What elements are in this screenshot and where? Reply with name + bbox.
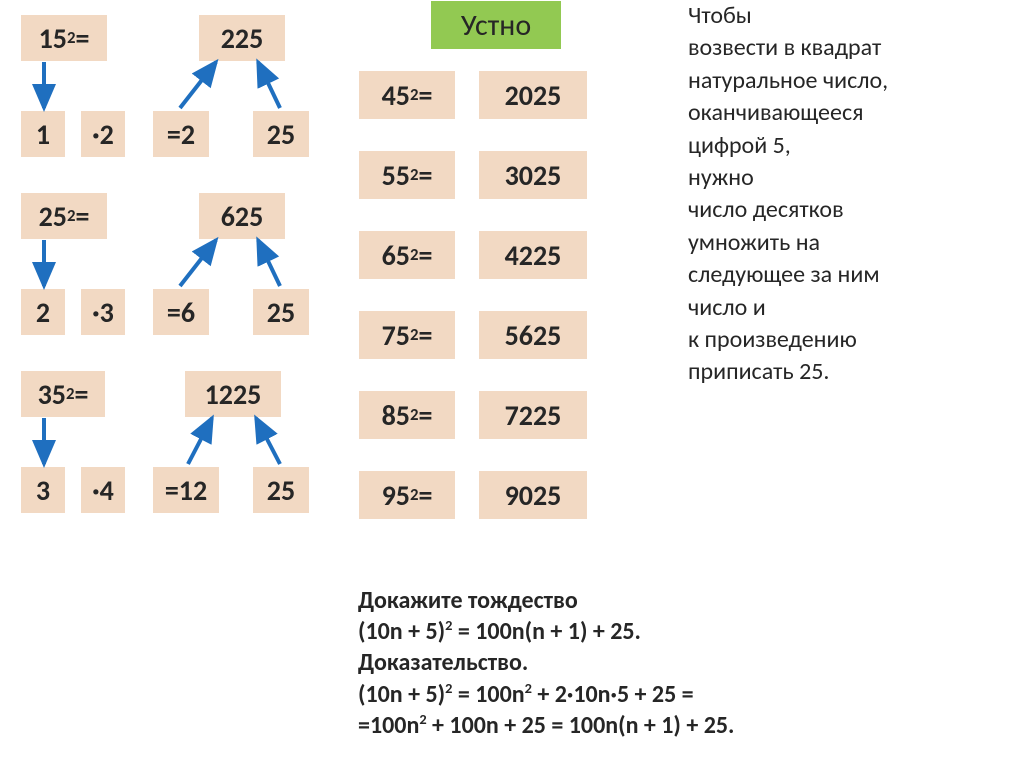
rule-hint-text: Чтобывозвести в квадратнатуральное число… — [688, 0, 1018, 389]
example-1-bot-3: 25 — [252, 288, 310, 336]
sq-a-3: 5625 — [478, 310, 588, 360]
proof-text: Докажите тождество(10n + 5)2 = 100n(n + … — [358, 585, 958, 741]
hint-line: цифрой 5, — [688, 130, 1018, 162]
proof-line: (10n + 5)2 = 100n2 + 2·10n·5 + 25 = — [358, 679, 958, 710]
example-1-bot-1: ·3 — [80, 288, 126, 336]
hint-line: Чтобы — [688, 0, 1018, 32]
hint-line: возвести в квадрат — [688, 32, 1018, 64]
arrow-1 — [180, 62, 216, 108]
example-0-bot-3: 25 — [252, 110, 310, 158]
sq-a-5: 9025 — [478, 470, 588, 520]
example-2-bot-3: 25 — [252, 466, 310, 514]
title-oral: Устно — [430, 0, 562, 50]
sq-a-4: 7225 — [478, 390, 588, 440]
example-1-top-0: 252= — [20, 192, 108, 240]
sq-q-3: 752= — [358, 310, 456, 360]
hint-line: к произведению — [688, 324, 1018, 356]
example-1-bot-0: 2 — [20, 288, 66, 336]
example-0-bot-2: =2 — [152, 110, 210, 158]
arrow-7 — [188, 418, 212, 464]
proof-line: (10n + 5)2 = 100n(n + 1) + 25. — [358, 616, 958, 647]
arrow-5 — [258, 240, 280, 286]
example-0-top-1: 225 — [198, 14, 286, 62]
hint-line: число и — [688, 292, 1018, 324]
sq-q-5: 952= — [358, 470, 456, 520]
hint-line: умножить на — [688, 227, 1018, 259]
hint-line: число десятков — [688, 194, 1018, 226]
example-2-top-1: 1225 — [184, 370, 282, 418]
example-1-top-1: 625 — [198, 192, 286, 240]
hint-line: приписать 25. — [688, 356, 1018, 388]
example-1-bot-2: =6 — [152, 288, 210, 336]
example-0-bot-0: 1 — [20, 110, 66, 158]
sq-a-0: 2025 — [478, 70, 588, 120]
example-2-bot-1: ·4 — [80, 466, 126, 514]
sq-q-1: 552= — [358, 150, 456, 200]
hint-line: следующее за ним — [688, 259, 1018, 291]
proof-line: Докажите тождество — [358, 585, 958, 616]
arrow-8 — [256, 418, 280, 464]
example-2-top-0: 352= — [20, 370, 106, 418]
sq-a-2: 4225 — [478, 230, 588, 280]
example-2-bot-0: 3 — [20, 466, 66, 514]
hint-line: нужно — [688, 162, 1018, 194]
sq-a-1: 3025 — [478, 150, 588, 200]
example-0-top-0: 152= — [20, 14, 108, 62]
arrow-4 — [180, 240, 216, 286]
example-0-bot-1: ·2 — [80, 110, 126, 158]
sq-q-2: 652= — [358, 230, 456, 280]
proof-line: Доказательство. — [358, 647, 958, 678]
arrow-2 — [258, 62, 280, 108]
hint-line: натуральное число, — [688, 65, 1018, 97]
example-2-bot-2: =12 — [152, 466, 220, 514]
sq-q-0: 452= — [358, 70, 456, 120]
sq-q-4: 852= — [358, 390, 456, 440]
hint-line: оканчивающееся — [688, 97, 1018, 129]
proof-line: =100n2 + 100n + 25 = 100n(n + 1) + 25. — [358, 710, 958, 741]
